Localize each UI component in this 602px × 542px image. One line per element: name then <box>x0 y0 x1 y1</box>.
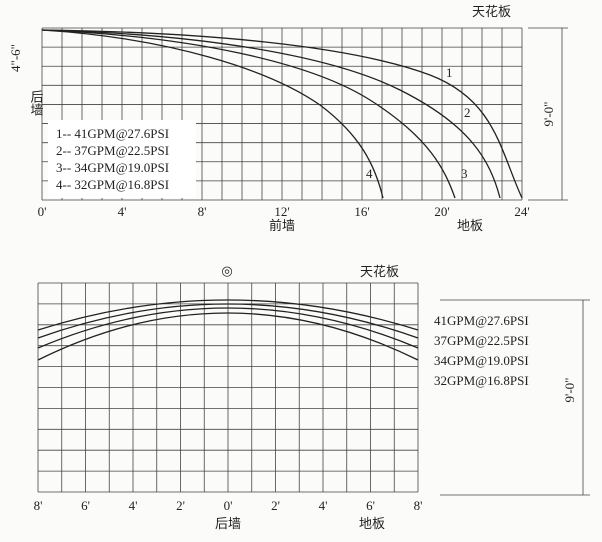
legend-entry: 37GPM@22.5PSI <box>434 333 529 348</box>
rear-wall-label: 后墙 <box>29 90 44 116</box>
curve-label: 4 <box>366 166 373 181</box>
legend-entry: 1-- 41GPM@27.6PSI <box>56 126 169 141</box>
curve-4 <box>37 312 419 361</box>
dimension-line <box>440 299 590 496</box>
x-tick-label: 4' <box>118 204 127 219</box>
front-wall-label: 前墙 <box>269 218 295 233</box>
legend-entry: 2-- 37GPM@22.5PSI <box>56 143 169 158</box>
grid <box>41 27 523 201</box>
x-tick-label: 20' <box>434 204 449 219</box>
sprinkler-symbol: ◎ <box>221 263 232 278</box>
ceiling-label: 天花板 <box>360 264 399 279</box>
curve-4 <box>41 29 384 199</box>
x-tick-label: 16' <box>354 204 369 219</box>
curve-label: 3 <box>461 166 468 181</box>
x-tick-label: 6' <box>81 498 90 513</box>
x-tick-label: 2' <box>176 498 185 513</box>
curve-3 <box>41 29 456 199</box>
rear-wall-label: 后墙 <box>215 516 241 531</box>
curve-3 <box>37 307 419 349</box>
legend-entry: 32GPM@16.8PSI <box>434 373 529 388</box>
x-tick-label: 2' <box>271 498 280 513</box>
curve-1 <box>37 299 419 331</box>
x-tick-label: 8' <box>34 498 43 513</box>
x-tick-label: 24' <box>514 204 529 219</box>
x-tick-label: 8' <box>198 204 207 219</box>
legend-entry: 3-- 34GPM@19.0PSI <box>56 160 169 175</box>
floor-label: 地板 <box>359 516 385 531</box>
curve-2 <box>37 303 419 339</box>
dimension-line <box>528 27 568 201</box>
x-tick-label: 6' <box>366 498 375 513</box>
x-tick-label: 8' <box>414 498 423 513</box>
ceiling-label: 天花板 <box>472 4 511 19</box>
x-tick-label: 4' <box>129 498 138 513</box>
legend-entry: 41GPM@27.6PSI <box>434 313 529 328</box>
curve-2 <box>41 29 501 199</box>
x-tick-label: 0' <box>38 204 47 219</box>
x-tick-label: 4' <box>319 498 328 513</box>
curve-label: 1 <box>446 65 453 80</box>
dimension-label: 9'-0" <box>541 102 556 127</box>
x-tick-label: 12' <box>274 204 289 219</box>
legend-entry: 4-- 32GPM@16.8PSI <box>56 177 169 192</box>
x-tick-label: 0' <box>224 498 233 513</box>
curve-1 <box>41 29 523 199</box>
legend-box <box>48 120 196 198</box>
dimension-label: 9'-0" <box>562 378 577 403</box>
legend-entry: 34GPM@19.0PSI <box>434 353 529 368</box>
floor-label: 地板 <box>457 218 483 233</box>
height-label: 4"-6" <box>8 44 23 72</box>
curve-label: 2 <box>464 105 471 120</box>
